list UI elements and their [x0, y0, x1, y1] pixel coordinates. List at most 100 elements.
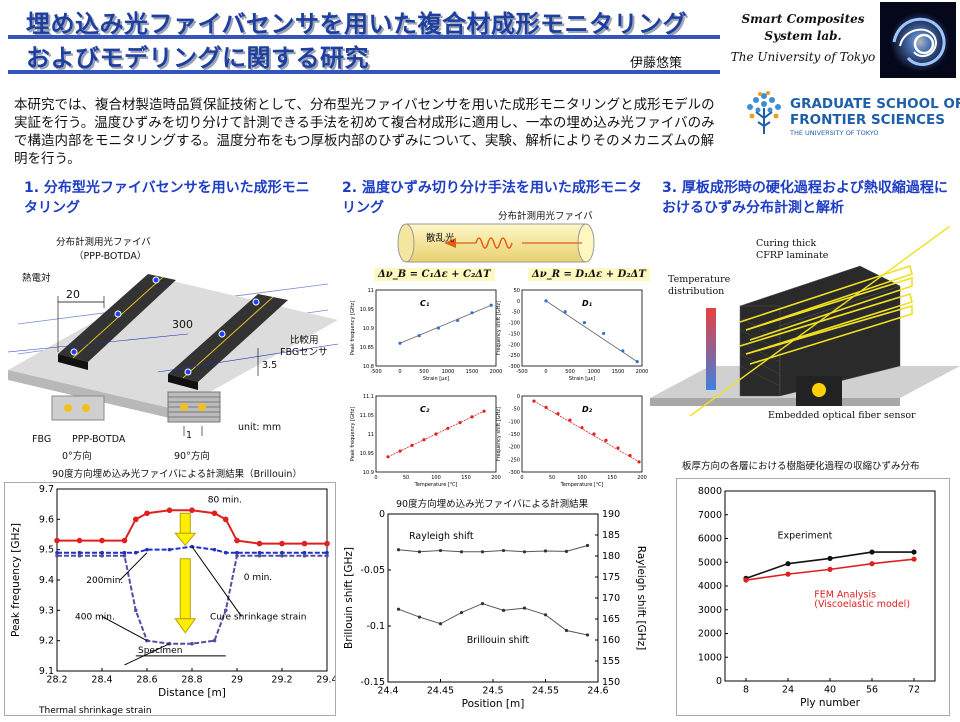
mini-chart-d1: -500 0 500 1000 1500 2000 -300 -250 -200 -150 -100…	[492, 284, 650, 384]
data-point	[301, 540, 308, 547]
series-line	[57, 554, 327, 645]
data-point	[132, 516, 139, 523]
annot-cure-shrinkage: Cure shrinkage strain	[210, 612, 307, 622]
y-tick-label: 0	[517, 299, 520, 305]
y-tick-label: 11	[368, 288, 374, 294]
data-point	[543, 613, 548, 617]
x-axis-label: Position [m]	[462, 698, 525, 710]
data-point	[410, 443, 414, 447]
annot-thermal-shrinkage: Thermal shrinkage strain	[38, 706, 152, 715]
label-thermocouple: 熱電対	[22, 273, 51, 284]
label-sensor: Embedded optical fiber sensor	[768, 410, 916, 421]
y-tick-label: -100	[509, 321, 520, 327]
data-point	[743, 577, 749, 583]
y-right-tick-label: 150	[602, 677, 620, 688]
data-point	[145, 638, 149, 643]
y-tick-label: 8000	[698, 486, 722, 497]
y-tick-label: 10.9	[363, 326, 374, 332]
shrink-arrow-lower	[179, 558, 191, 620]
y-tick-label: 10.85	[360, 345, 374, 351]
data-point	[628, 453, 632, 458]
data-point	[77, 553, 82, 558]
data-point	[482, 409, 486, 413]
title-underline-2	[8, 70, 720, 74]
x-axis-label: Distance [m]	[158, 687, 226, 699]
y-tick-label: 9.2	[39, 636, 54, 647]
y-tick-label: -300	[509, 364, 520, 370]
x-tick-label: 100	[431, 475, 441, 481]
data-point	[325, 550, 329, 555]
x-tick-label: 1500	[466, 369, 479, 375]
x-tick-label: 24.4	[377, 686, 398, 697]
data-point	[167, 547, 172, 552]
x-tick-label: 56	[866, 685, 878, 696]
data-point	[580, 426, 584, 430]
plot-area	[521, 289, 643, 367]
x-tick-label: -500	[370, 369, 381, 375]
y-tick-label: 9.6	[39, 514, 54, 525]
mini-chart-c2: 0 50 100 150 200 10.9 10.95 11 11.05 11.1 Temperat…	[346, 390, 504, 490]
data-point	[911, 556, 917, 562]
annot-0min: 0 min.	[244, 573, 272, 583]
data-point	[563, 310, 567, 314]
data-point	[827, 566, 833, 572]
y-axis-label: Peak frequency [GHz]	[10, 523, 22, 637]
data-point	[212, 638, 217, 643]
data-point	[76, 537, 83, 544]
title-line-2: およびモデリングに関する研究	[26, 44, 369, 72]
shrink-arrow-upper	[179, 512, 191, 534]
laminate-diagram: Curing thick CFRP laminate Temperature d…	[650, 225, 960, 426]
plot-area	[521, 395, 643, 473]
data-point	[398, 449, 402, 453]
data-point	[279, 540, 285, 547]
data-point	[480, 550, 485, 554]
legend-fem-1: FEM Analysis	[814, 589, 876, 600]
data-point	[77, 550, 82, 555]
label-0deg: 0°方向	[62, 451, 92, 462]
y-right-tick-label: 165	[602, 614, 620, 625]
gsfs-line-3: THE UNIVERSITY OF TOKYO	[790, 129, 879, 137]
data-point	[459, 610, 464, 615]
mini-chart-c1: -500 0 500 1000 1500 2000 10.8 10.85 10.9 10.95 11…	[346, 284, 504, 384]
label-fiber: 分布計測用光ファイバ	[56, 237, 151, 248]
data-point	[235, 550, 239, 555]
x-tick-label: 24.45	[427, 686, 454, 697]
coefficient-label: C₁	[420, 299, 430, 308]
y-tick-label: 11.1	[363, 394, 374, 400]
data-point	[532, 399, 536, 403]
y-tick-label: -150	[509, 432, 520, 438]
data-point	[417, 615, 422, 619]
label-90deg: 90°方向	[174, 451, 210, 462]
y-right-tick-label: 160	[602, 635, 620, 646]
y-tick-label: 9.1	[39, 666, 54, 677]
title-line-1: 埋め込み光ファイバセンサを用いた複合材成形モニタリング	[26, 10, 688, 38]
y-tick-label: 0	[379, 509, 385, 520]
chart1-svg: 28.2 28.4 28.6 28.8 29 29.2 29.4 9.1 9.2 9.3 9.4 9.…	[10, 484, 338, 716]
series-line	[398, 603, 588, 636]
y-tick-label: 9.7	[39, 484, 54, 495]
intro-paragraph: 本研究では、複合材製造時品質保証技術として、分布型光ファイバセンサを用いた成形モ…	[14, 97, 715, 167]
annot-80min: 80 min.	[208, 496, 242, 506]
x-tick-label: 72	[908, 685, 920, 696]
mini-c2-svg: 0 50 100 150 200 10.9 10.95 11 11.05 11.1 Temperat…	[350, 394, 501, 488]
x-tick-label: 1000	[588, 369, 601, 375]
chart1-panel: 28.2 28.4 28.6 28.8 29 29.2 29.4 9.1 9.2 9.3 9.4 9.…	[4, 482, 338, 716]
data-point	[501, 548, 506, 553]
data-point	[100, 553, 104, 558]
data-point	[911, 549, 917, 555]
y-tick-label: -250	[509, 457, 520, 463]
mini-d1-svg: -500 0 500 1000 1500 2000-300-250-200-150-100…	[496, 288, 648, 382]
y-right-axis-label: Rayleigh shift [GHz]	[635, 546, 647, 650]
lab-university: The University of Tokyo	[730, 50, 876, 64]
y-right-tick-label: 180	[602, 551, 620, 562]
x-tick-label: 24	[782, 685, 794, 696]
x-tick-label: 8	[743, 685, 749, 696]
dim-3-5: 3.5	[262, 360, 278, 371]
data-point	[280, 553, 284, 558]
data-point	[522, 550, 527, 554]
data-point	[211, 510, 218, 517]
label-curing: Curing thick	[756, 238, 817, 249]
x-tick-label: 1500	[612, 369, 625, 375]
legend-experiment: Experiment	[778, 531, 833, 542]
annot-200min: 200min.	[86, 576, 123, 586]
